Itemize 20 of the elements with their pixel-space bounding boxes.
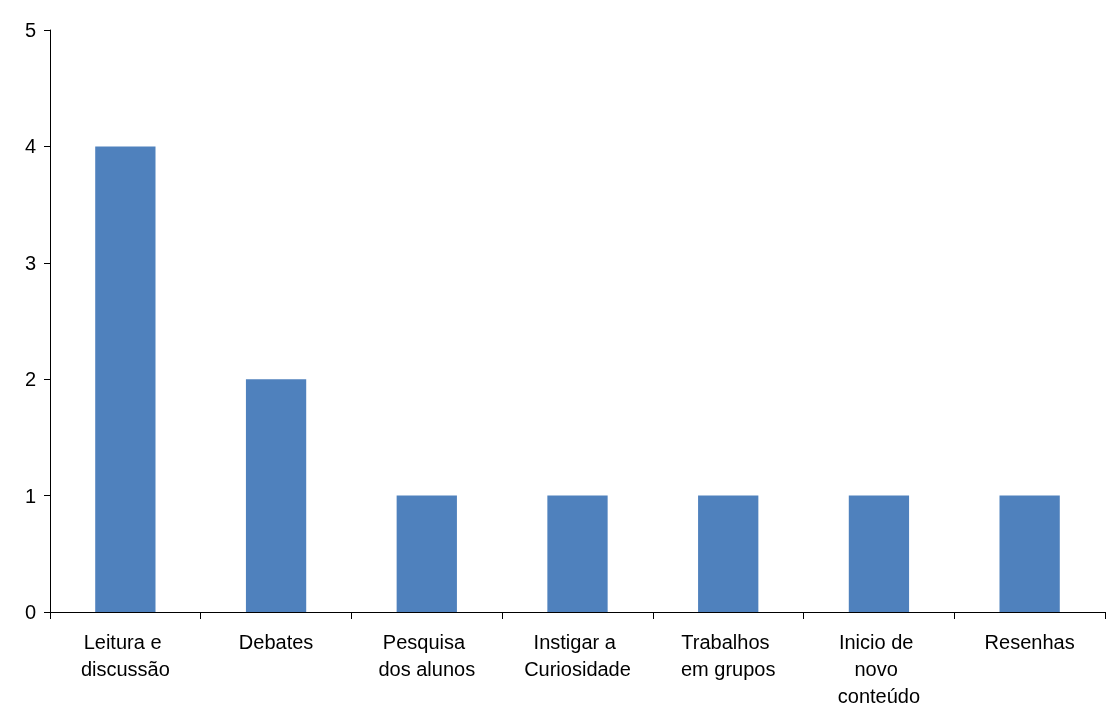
bar <box>999 495 1060 612</box>
bar <box>547 495 608 612</box>
bar <box>698 495 759 612</box>
y-tick-label: 5 <box>24 19 36 41</box>
x-tick-label: Resenhas <box>984 630 1075 653</box>
y-tick-label: 3 <box>24 251 36 274</box>
y-tick-label: 1 <box>24 484 36 507</box>
x-tick-label: Inicio de novo conteúdo <box>837 630 921 707</box>
bar <box>396 495 457 612</box>
y-tick-label: 2 <box>24 368 36 391</box>
x-tick-label: Leitura e discussão <box>80 630 170 680</box>
x-tick-label: Trabalhos em grupos <box>680 630 776 680</box>
bar <box>245 379 307 612</box>
bar <box>848 495 910 612</box>
x-tick-label: Pesquisa dos alunos <box>378 630 476 680</box>
bar <box>95 146 156 612</box>
y-tick-label: 4 <box>24 135 36 158</box>
x-tick-label: Debates <box>238 630 314 653</box>
x-tick-label: Instigar a Curiosidade <box>524 630 631 680</box>
y-tick-label: 0 <box>24 601 36 623</box>
